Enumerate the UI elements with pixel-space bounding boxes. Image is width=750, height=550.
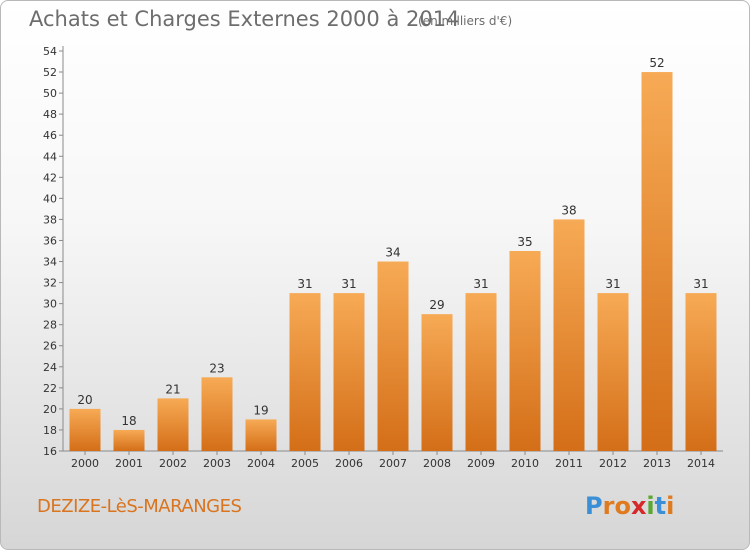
value-label: 23 [209, 361, 224, 375]
bar-2010 [509, 251, 541, 451]
value-label: 31 [341, 277, 356, 291]
y-tick-label: 26 [43, 340, 57, 353]
chart-title: Achats et Charges Externes 2000 à 2014 [29, 7, 460, 31]
x-tick-label: 2002 [159, 457, 187, 470]
chart-bars [69, 72, 717, 451]
logo-letter: r [602, 492, 615, 520]
bar-2012 [597, 293, 629, 451]
x-tick-label: 2001 [115, 457, 143, 470]
x-tick-label: 2006 [335, 457, 363, 470]
bar-2008 [421, 314, 453, 451]
y-tick-label: 48 [43, 108, 57, 121]
x-tick-label: 2004 [247, 457, 275, 470]
chart-labels: 2000 20 2001 18 2002 21 2003 23 2004 19 2005 31 2006… [71, 56, 715, 470]
y-tick-label: 44 [43, 150, 57, 163]
bar-2009 [465, 293, 497, 451]
x-tick-label: 2012 [599, 457, 627, 470]
logo-letter: i [666, 492, 675, 520]
value-label: 31 [693, 277, 708, 291]
y-tick-label: 46 [43, 129, 57, 142]
bar-2002 [157, 398, 189, 451]
bar-2011 [553, 219, 585, 451]
x-tick-label: 2007 [379, 457, 407, 470]
y-tick-label: 28 [43, 319, 57, 332]
y-tick-label: 18 [43, 424, 57, 437]
y-tick-label: 50 [43, 87, 57, 100]
y-tick-label: 36 [43, 234, 57, 247]
logo-letter: o [614, 492, 631, 520]
bar-2007 [377, 261, 409, 451]
chart-axes: 16 18 20 22 24 26 28 30 32 34 36 38 40 42 44 46 48 50 52 54 [43, 45, 723, 458]
y-tick-label: 20 [43, 403, 57, 416]
value-label: 18 [121, 414, 136, 428]
x-tick-label: 2008 [423, 457, 451, 470]
value-label: 34 [385, 246, 400, 260]
value-label: 52 [649, 56, 664, 70]
value-label: 21 [165, 382, 180, 396]
bar-2014 [685, 293, 717, 451]
y-tick-label: 54 [43, 45, 57, 58]
x-tick-label: 2003 [203, 457, 231, 470]
proxiti-logo: Proxiti [585, 492, 674, 520]
bar-2000 [69, 408, 101, 451]
value-label: 35 [517, 235, 532, 249]
y-tick-label: 16 [43, 445, 57, 458]
chart-subtitle: (en milliers d'€) [418, 14, 513, 28]
bar-2006 [333, 293, 365, 451]
y-tick-label: 34 [43, 256, 57, 269]
bar-2004 [245, 419, 277, 451]
y-tick-label: 30 [43, 298, 57, 311]
y-tick-label: 24 [43, 361, 57, 374]
x-tick-label: 2013 [643, 457, 671, 470]
x-tick-label: 2011 [555, 457, 583, 470]
value-label: 31 [605, 277, 620, 291]
y-tick-label: 52 [43, 66, 57, 79]
x-tick-label: 2014 [687, 457, 715, 470]
logo-letter: x [630, 492, 647, 520]
x-tick-label: 2009 [467, 457, 495, 470]
logo-letter: i [646, 492, 655, 520]
y-tick-label: 40 [43, 192, 57, 205]
value-label: 38 [561, 203, 576, 217]
value-label: 19 [253, 403, 268, 417]
y-tick-label: 32 [43, 277, 57, 290]
value-label: 20 [77, 393, 92, 407]
y-tick-label: 22 [43, 382, 57, 395]
x-tick-label: 2010 [511, 457, 539, 470]
value-label: 31 [473, 277, 488, 291]
bar-2005 [289, 293, 321, 451]
bar-2001 [113, 429, 145, 451]
value-label: 31 [297, 277, 312, 291]
bar-2013 [641, 72, 673, 451]
bar-2003 [201, 377, 233, 451]
x-tick-label: 2000 [71, 457, 99, 470]
commune-name: DEZIZE-LèS-MARANGES [37, 496, 242, 517]
value-label: 29 [429, 298, 444, 312]
y-tick-label: 38 [43, 213, 57, 226]
x-tick-label: 2005 [291, 457, 319, 470]
logo-letter: t [654, 492, 667, 520]
y-tick-label: 42 [43, 171, 57, 184]
logo-letter: P [585, 492, 603, 520]
